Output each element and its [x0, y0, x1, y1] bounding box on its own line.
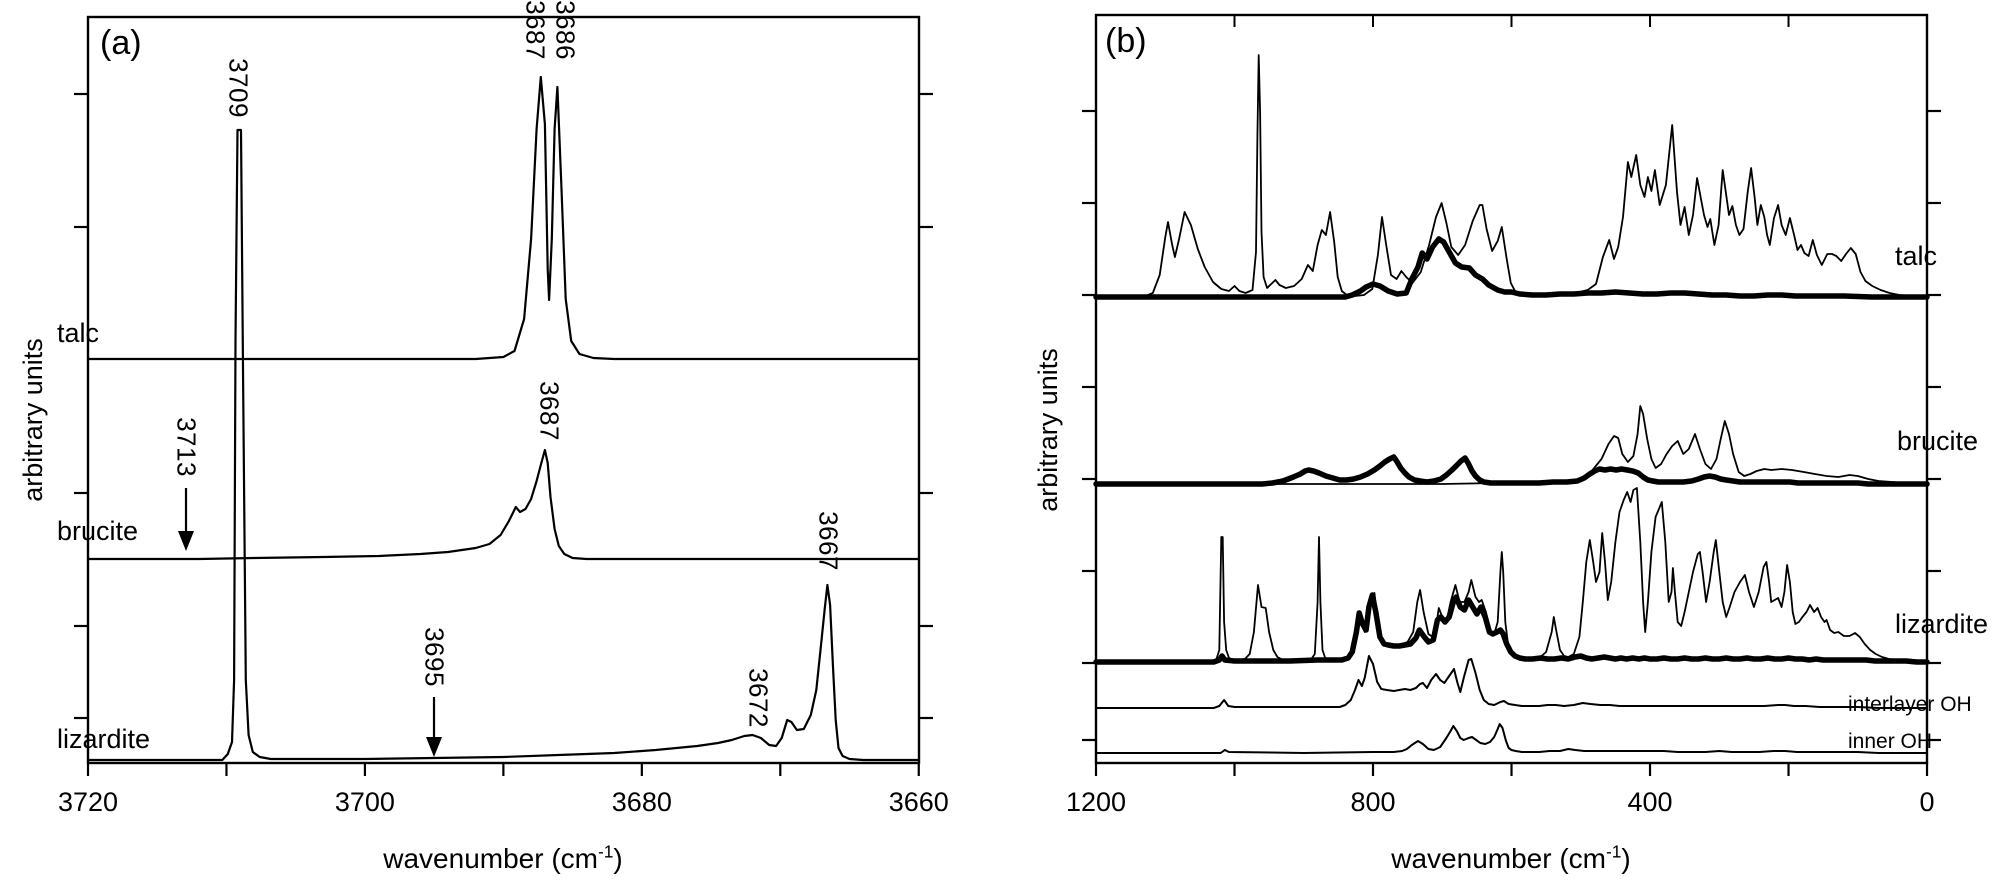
panel-a-annotation-arrow-head-3695 — [426, 737, 442, 757]
panel-b-series-label-lizardite-thin: lizardite — [1895, 608, 1989, 639]
panel-a-x-tick-label: 3680 — [611, 786, 672, 817]
panel-b-y-axis-title: arbitrary units — [1032, 348, 1063, 512]
panel-b-series-label-interlayer-OH: interlayer OH — [1848, 692, 1972, 716]
panel-a-annotation-arrow-head-3713 — [178, 531, 194, 551]
panel-a-peak-label-3686: 3686 — [550, 0, 581, 60]
panel-a-spectrum-trace-talc — [86, 75, 920, 361]
panel-b-spectrum-trace-talc-thick — [1093, 236, 1930, 300]
panel-b-series-label-inner-OH: inner OH — [1848, 729, 1933, 753]
panel-a-series-label-lizardite: lizardite — [57, 723, 151, 754]
panel-a-series-label-brucite: brucite — [57, 515, 139, 546]
panel-b-spectrum-trace-lizardite-thin — [1095, 487, 1928, 663]
panel-b-spectrum-trace-brucite-thin — [1095, 405, 1928, 485]
x-axis-title-suffix: ) — [613, 842, 623, 874]
panel-b-spectrum-trace-talc-thin — [1095, 54, 1928, 298]
x-axis-title-text: wavenumber (cm — [1391, 842, 1606, 874]
panel-a-x-tick-label: 3660 — [888, 786, 949, 817]
panel-a-series-label-talc: talc — [57, 317, 100, 348]
panel-a-peak-label-3695: 3695 — [419, 627, 450, 687]
panel-b-x-tick-label: 0 — [1919, 786, 1935, 817]
panel-a-spectrum-trace-brucite — [86, 448, 920, 561]
panel-b-x-tick-label: 400 — [1627, 786, 1673, 817]
panel-a-peak-label-3713: 3713 — [171, 417, 202, 477]
panel-a-peak-label-3672: 3672 — [743, 668, 774, 728]
panel-a-y-axis-title: arbitrary units — [17, 338, 48, 502]
x-axis-title-sup: -1 — [597, 841, 614, 862]
panel-b-spectrum-trace-interlayer-OH — [1095, 655, 1928, 709]
panel-a-peak-label-3687: 3687 — [534, 381, 565, 441]
panel-b-x-tick-label: 800 — [1350, 786, 1396, 817]
panel-b-x-tick-label: 1200 — [1065, 786, 1127, 817]
panel-b-series-label-brucite-thin: brucite — [1897, 425, 1979, 456]
panel-b-spectrum-trace-brucite-thick — [1093, 454, 1930, 487]
panel-a-peak-label-3687: 3687 — [520, 0, 551, 60]
panel-a-spectrum-trace-lizardite — [86, 128, 920, 762]
panel-b-spectrum-trace-lizardite-thick — [1093, 592, 1930, 665]
panel-a-label: (a) — [100, 24, 142, 62]
panel-a-peak-label-3709: 3709 — [223, 58, 254, 118]
panel-a-plot-frame — [86, 15, 921, 765]
panel-a-x-tick-label: 3700 — [334, 786, 395, 817]
panel-b-x-axis-title: wavenumber (cm-1) — [1391, 843, 1631, 874]
panel-a-x-axis-title: wavenumber (cm-1) — [383, 843, 623, 874]
x-axis-title-text: wavenumber (cm — [383, 842, 598, 874]
panel-a-x-tick-label: 3720 — [57, 786, 119, 817]
panel-b-series-label-talc-thin: talc — [1895, 240, 1938, 271]
x-axis-title-suffix: ) — [1621, 842, 1631, 874]
panel-b-label: (b) — [1105, 22, 1147, 60]
panel-b-spectrum-trace-inner-OH — [1095, 723, 1928, 754]
x-axis-title-sup: -1 — [1605, 841, 1622, 862]
panel-a-peak-label-3667: 3667 — [813, 511, 844, 571]
